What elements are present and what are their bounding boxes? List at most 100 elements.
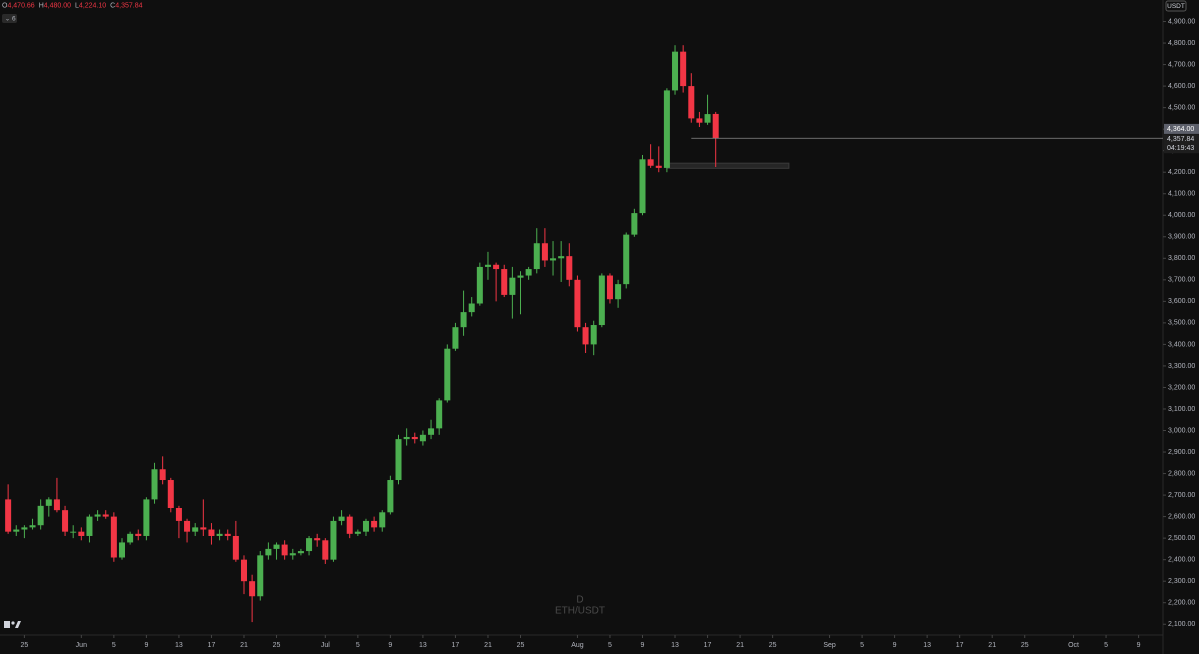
candle-body — [53, 499, 60, 511]
candle — [509, 266, 516, 319]
watermark-symbol: ETH/USDT — [555, 606, 605, 617]
chevron[interactable]: ⌄ — [5, 16, 10, 22]
candle-body — [468, 303, 475, 313]
candle — [184, 518, 191, 543]
candle — [62, 505, 69, 536]
x-tick-label: Aug — [571, 642, 584, 649]
candle — [436, 398, 443, 435]
x-tick-label: 9 — [144, 642, 148, 649]
candle-body — [696, 118, 703, 123]
header-key: L — [75, 2, 79, 9]
candle-body — [371, 520, 378, 528]
candle-body — [29, 525, 36, 528]
candle-body — [314, 538, 321, 541]
candle-body — [167, 480, 174, 508]
header-key: C — [110, 2, 115, 9]
candle-body — [582, 327, 589, 345]
y-tick-label: 4,500.00 — [1168, 104, 1195, 111]
candle-body — [558, 256, 565, 259]
candle — [322, 538, 329, 564]
candle — [86, 514, 93, 543]
candle — [533, 228, 540, 274]
y-tick-label: 2,600.00 — [1168, 513, 1195, 520]
candle-body — [232, 535, 239, 560]
candle — [639, 154, 646, 216]
candle-body — [192, 527, 199, 532]
candle-body — [354, 531, 361, 534]
x-tick-label: 21 — [484, 642, 492, 649]
candle — [240, 555, 247, 595]
x-tick-label: 21 — [736, 642, 744, 649]
y-tick-label: 4,000.00 — [1168, 212, 1195, 219]
y-tick-label: 4,800.00 — [1168, 40, 1195, 47]
candle-body — [86, 516, 93, 536]
candle — [362, 518, 369, 536]
candle — [493, 262, 500, 302]
interval-badge[interactable]: 6 — [12, 15, 16, 22]
candle — [354, 529, 361, 536]
x-tick-label: 5 — [860, 642, 864, 649]
candle — [403, 428, 410, 446]
candle-body — [411, 436, 418, 440]
candle — [224, 529, 231, 541]
x-tick-label: 21 — [240, 642, 248, 649]
candle — [273, 542, 280, 560]
y-tick-label: 2,200.00 — [1168, 600, 1195, 607]
candle-body — [37, 505, 44, 526]
candle-body — [216, 533, 223, 536]
candle — [346, 514, 353, 539]
candle — [574, 275, 581, 332]
candle — [411, 432, 418, 444]
candle — [29, 518, 36, 530]
candle-body — [159, 469, 166, 481]
candle — [428, 419, 435, 440]
candle-body — [452, 327, 459, 349]
candle — [672, 45, 679, 95]
candle-body — [362, 520, 369, 532]
candle — [265, 542, 272, 560]
currency[interactable]: USDT — [1167, 3, 1185, 10]
y-tick-label: 3,200.00 — [1168, 384, 1195, 391]
candle-body — [102, 514, 109, 517]
candle — [501, 264, 508, 298]
y-tick-label: 2,900.00 — [1168, 449, 1195, 456]
candle — [143, 497, 150, 541]
candle-body — [13, 529, 20, 532]
candle — [598, 273, 605, 328]
x-tick-label: 17 — [452, 642, 460, 649]
candle — [704, 94, 711, 125]
candle-body — [45, 499, 52, 506]
candle — [606, 273, 613, 304]
candle — [712, 111, 719, 168]
candle — [135, 529, 142, 541]
candle — [314, 533, 321, 547]
candle — [70, 525, 77, 539]
candle-body — [509, 277, 516, 295]
countdown: 04:19:43 — [1167, 145, 1194, 152]
candle-body — [70, 531, 77, 533]
candle-body — [143, 499, 150, 536]
candle — [525, 266, 532, 280]
candle-body — [240, 559, 247, 582]
x-tick-label: 5 — [608, 642, 612, 649]
x-tick-label: Sep — [823, 642, 836, 649]
header-value: 4,480.00 — [44, 2, 71, 9]
candle-body — [273, 544, 280, 549]
marker-label-box — [1164, 123, 1199, 134]
candle-body — [346, 516, 353, 534]
currency-box[interactable] — [1165, 0, 1187, 12]
y-tick-label: 4,100.00 — [1168, 191, 1195, 198]
candle-body — [281, 544, 288, 556]
candle-body — [78, 531, 85, 536]
candle — [395, 434, 402, 485]
tv-logo — [4, 621, 21, 628]
interval-badge-box[interactable] — [2, 14, 17, 23]
candle — [419, 430, 426, 446]
x-tick-label: 5 — [1104, 642, 1108, 649]
candle — [297, 548, 304, 556]
candle-body — [672, 51, 679, 91]
candle-body — [590, 325, 597, 345]
candle — [566, 243, 573, 287]
candle-body — [135, 533, 142, 536]
